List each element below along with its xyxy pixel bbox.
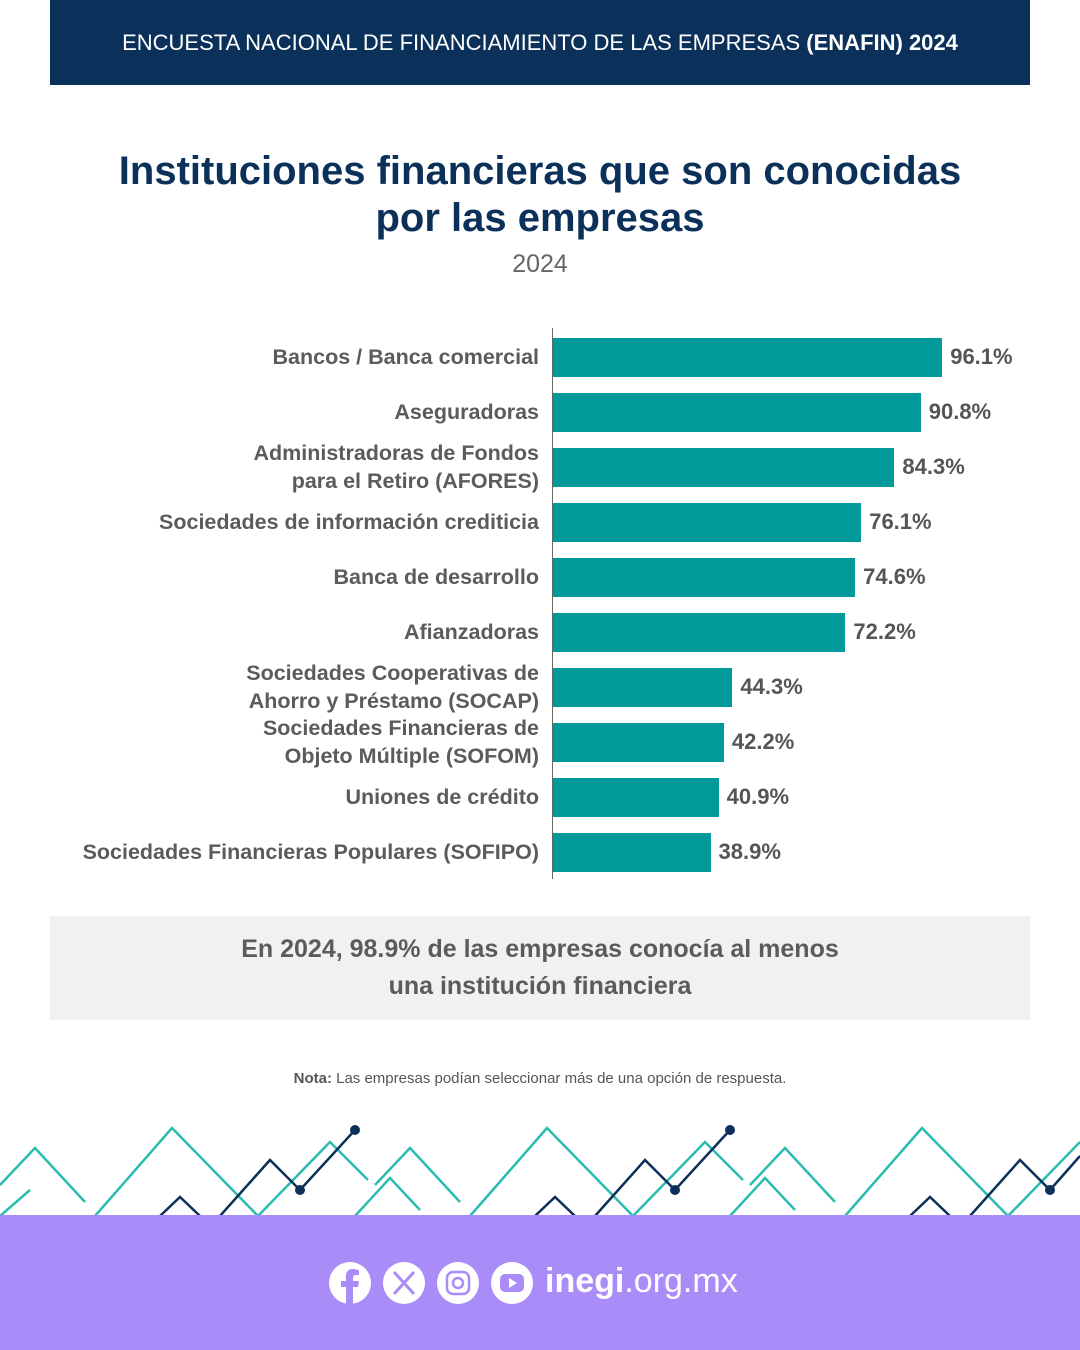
bar [553, 777, 719, 817]
decoration [0, 1125, 1080, 1216]
category-label: Bancos / Banca comercial [272, 345, 539, 369]
callout-box: En 2024, 98.9% de las empresas conocía a… [50, 916, 1030, 1020]
facebook-icon[interactable] [329, 1262, 371, 1304]
bar [553, 832, 711, 872]
chart-title: Instituciones financieras que son conoci… [118, 149, 962, 240]
bar [553, 337, 943, 377]
note: Nota: Las empresas podían seleccionar má… [0, 1070, 1080, 1087]
category-label: Afianzadoras [403, 620, 539, 644]
instagram-icon[interactable] [437, 1262, 479, 1304]
social-icons [329, 1262, 533, 1304]
bar [553, 722, 724, 762]
category-label: Administradoras de Fondos para el Retiro… [253, 441, 539, 493]
note-text: Las empresas podían seleccionar más de u… [336, 1070, 787, 1087]
header-text: ENCUESTA NACIONAL DE FINANCIAMIENTO DE L… [122, 29, 801, 55]
site-bold: inegi [545, 1262, 625, 1300]
site-rest: .org.mx [624, 1262, 738, 1300]
axis-line [552, 328, 553, 879]
callout-text: En 2024, 98.9% de las empresas conocía a… [241, 935, 839, 1000]
x-icon[interactable] [383, 1262, 425, 1304]
value-label: 40.9% [726, 784, 790, 809]
website-link[interactable]: inegi.org.mx [545, 1262, 738, 1301]
header-bold: (ENAFIN) 2024 [806, 29, 958, 55]
category-label: Aseguradoras [394, 400, 539, 424]
value-label: 44.3% [740, 674, 803, 699]
youtube-icon[interactable] [491, 1262, 533, 1304]
bar [553, 667, 733, 707]
category-label: Uniones de crédito [345, 785, 539, 809]
category-label: Sociedades Cooperativas de Ahorro y Prés… [246, 661, 539, 713]
value-label: 74.6% [863, 564, 926, 589]
chart-subtitle: 2024 [512, 250, 568, 278]
value-label: 38.9% [718, 839, 781, 864]
value-label: 96.1% [950, 344, 1013, 369]
bar [553, 557, 856, 597]
value-label: 76.1% [869, 509, 932, 534]
category-label: Banca de desarrollo [333, 565, 539, 589]
category-label: Sociedades Financieras Populares (SOFIPO… [82, 840, 539, 864]
bar [553, 612, 846, 652]
value-label: 90.8% [928, 399, 992, 424]
bar [553, 502, 862, 542]
category-label: Sociedades Financieras de Objeto Múltipl… [262, 716, 539, 768]
footer [0, 1215, 1080, 1350]
value-label: 72.2% [853, 619, 916, 644]
bar [553, 392, 921, 432]
category-label: Sociedades de información crediticia [159, 510, 539, 534]
bar [553, 447, 895, 487]
note-label: Nota: [293, 1070, 332, 1087]
header: ENCUESTA NACIONAL DE FINANCIAMIENTO DE L… [50, 0, 1030, 85]
value-label: 84.3% [902, 454, 965, 479]
value-label: 42.2% [731, 729, 795, 754]
